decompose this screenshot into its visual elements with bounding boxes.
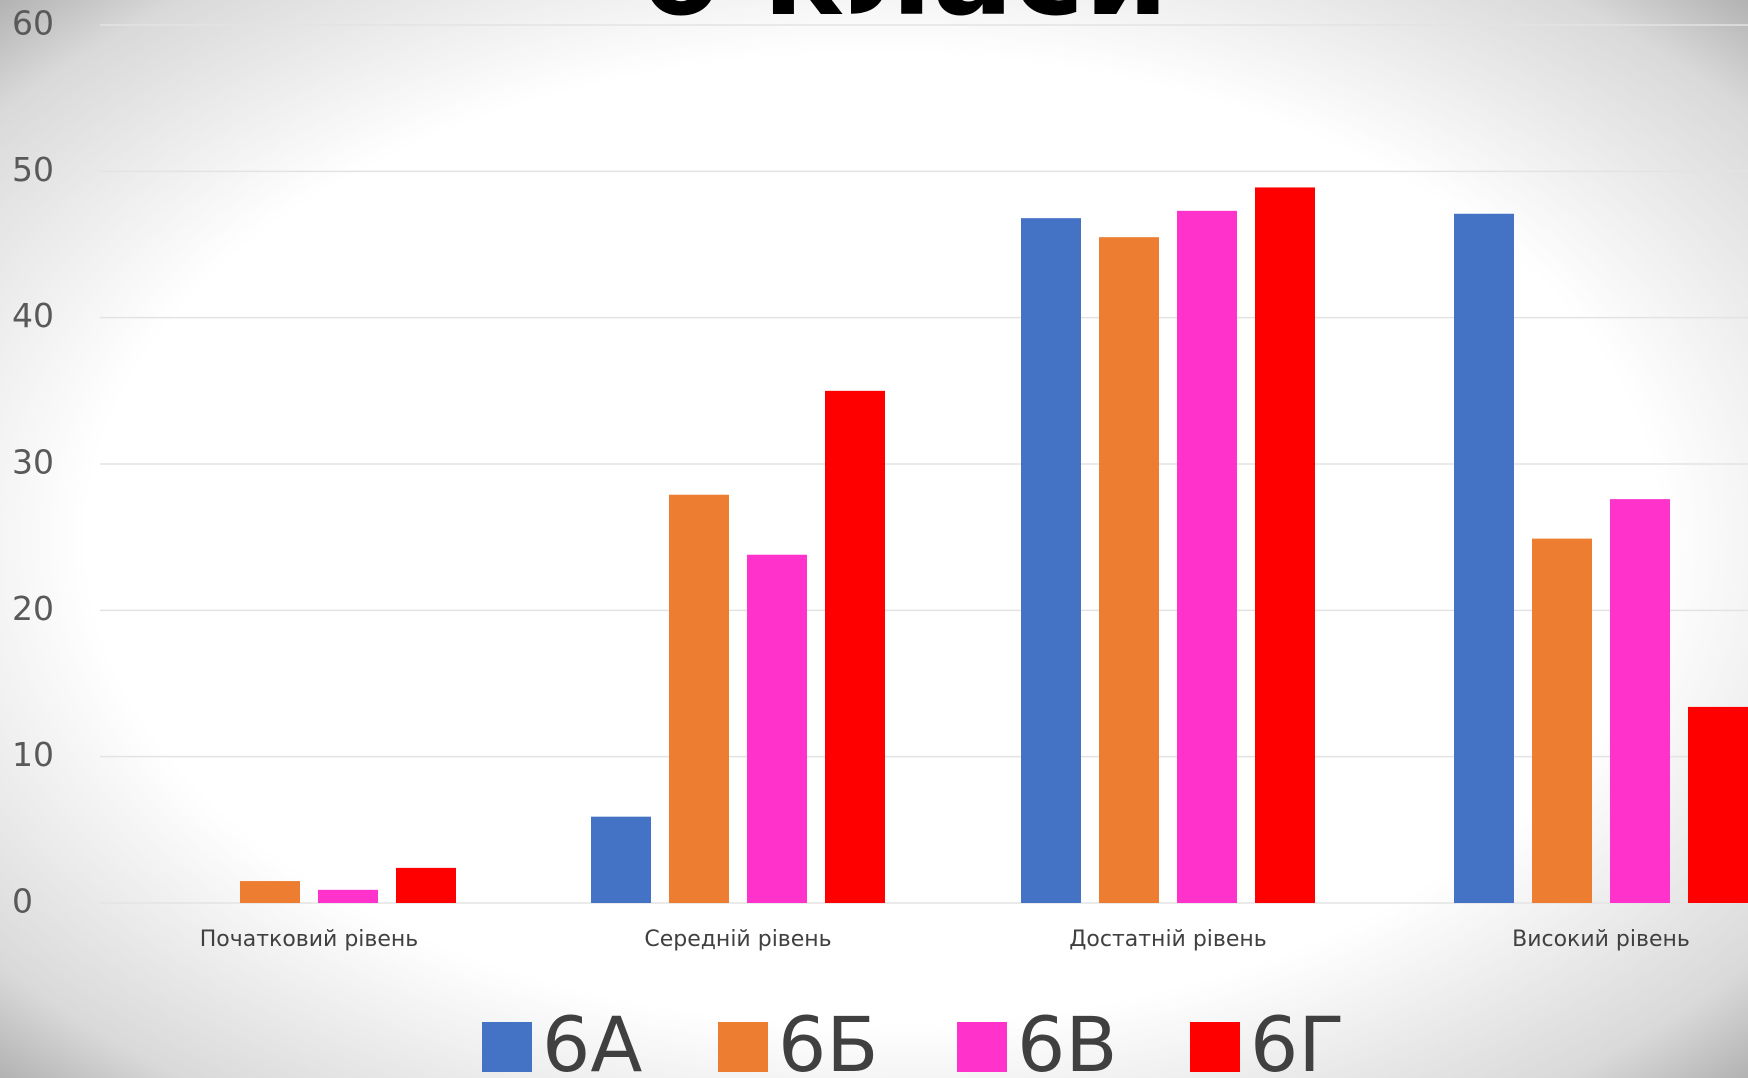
legend-swatch (1190, 1022, 1240, 1072)
bar (1688, 707, 1748, 903)
legend-label: 6Б (778, 1000, 879, 1078)
legend-swatch (482, 1022, 532, 1072)
bar (1532, 539, 1592, 903)
y-tick-label: 50 (12, 150, 54, 189)
bar (1610, 499, 1670, 903)
y-tick-label: 60 (12, 4, 54, 43)
y-tick-label: 40 (12, 296, 54, 335)
bar (1255, 187, 1315, 903)
bar (240, 881, 300, 903)
legend-swatch (718, 1022, 768, 1072)
legend-label: 6В (1017, 1000, 1118, 1078)
legend-label: 6А (542, 1000, 642, 1078)
bar (1099, 237, 1159, 903)
bar (591, 817, 651, 903)
legend-swatch (957, 1022, 1007, 1072)
chart: 6 класи 0 10 20 30 40 50 60 Початковий рівень Се… (0, 0, 1748, 1078)
bar (1177, 211, 1237, 903)
x-tick-label: Початковий рівень (200, 927, 419, 952)
y-tick-label: 20 (12, 589, 54, 628)
y-tick-label: 30 (12, 443, 54, 482)
x-tick-label: Середній рівень (644, 927, 831, 952)
x-tick-label: Високий рівень (1512, 927, 1690, 952)
bar (669, 495, 729, 903)
bar (1454, 214, 1514, 903)
bar (747, 555, 807, 903)
chart-title: 6 класи (638, 0, 1169, 43)
y-tick-label: 10 (12, 735, 54, 774)
bar (396, 868, 456, 903)
legend-label: 6Г (1250, 1000, 1345, 1078)
bar (825, 391, 885, 903)
x-tick-label: Достатній рівень (1069, 927, 1267, 952)
bar (318, 890, 378, 903)
bar (1021, 218, 1081, 903)
y-tick-label: 0 (12, 882, 33, 921)
